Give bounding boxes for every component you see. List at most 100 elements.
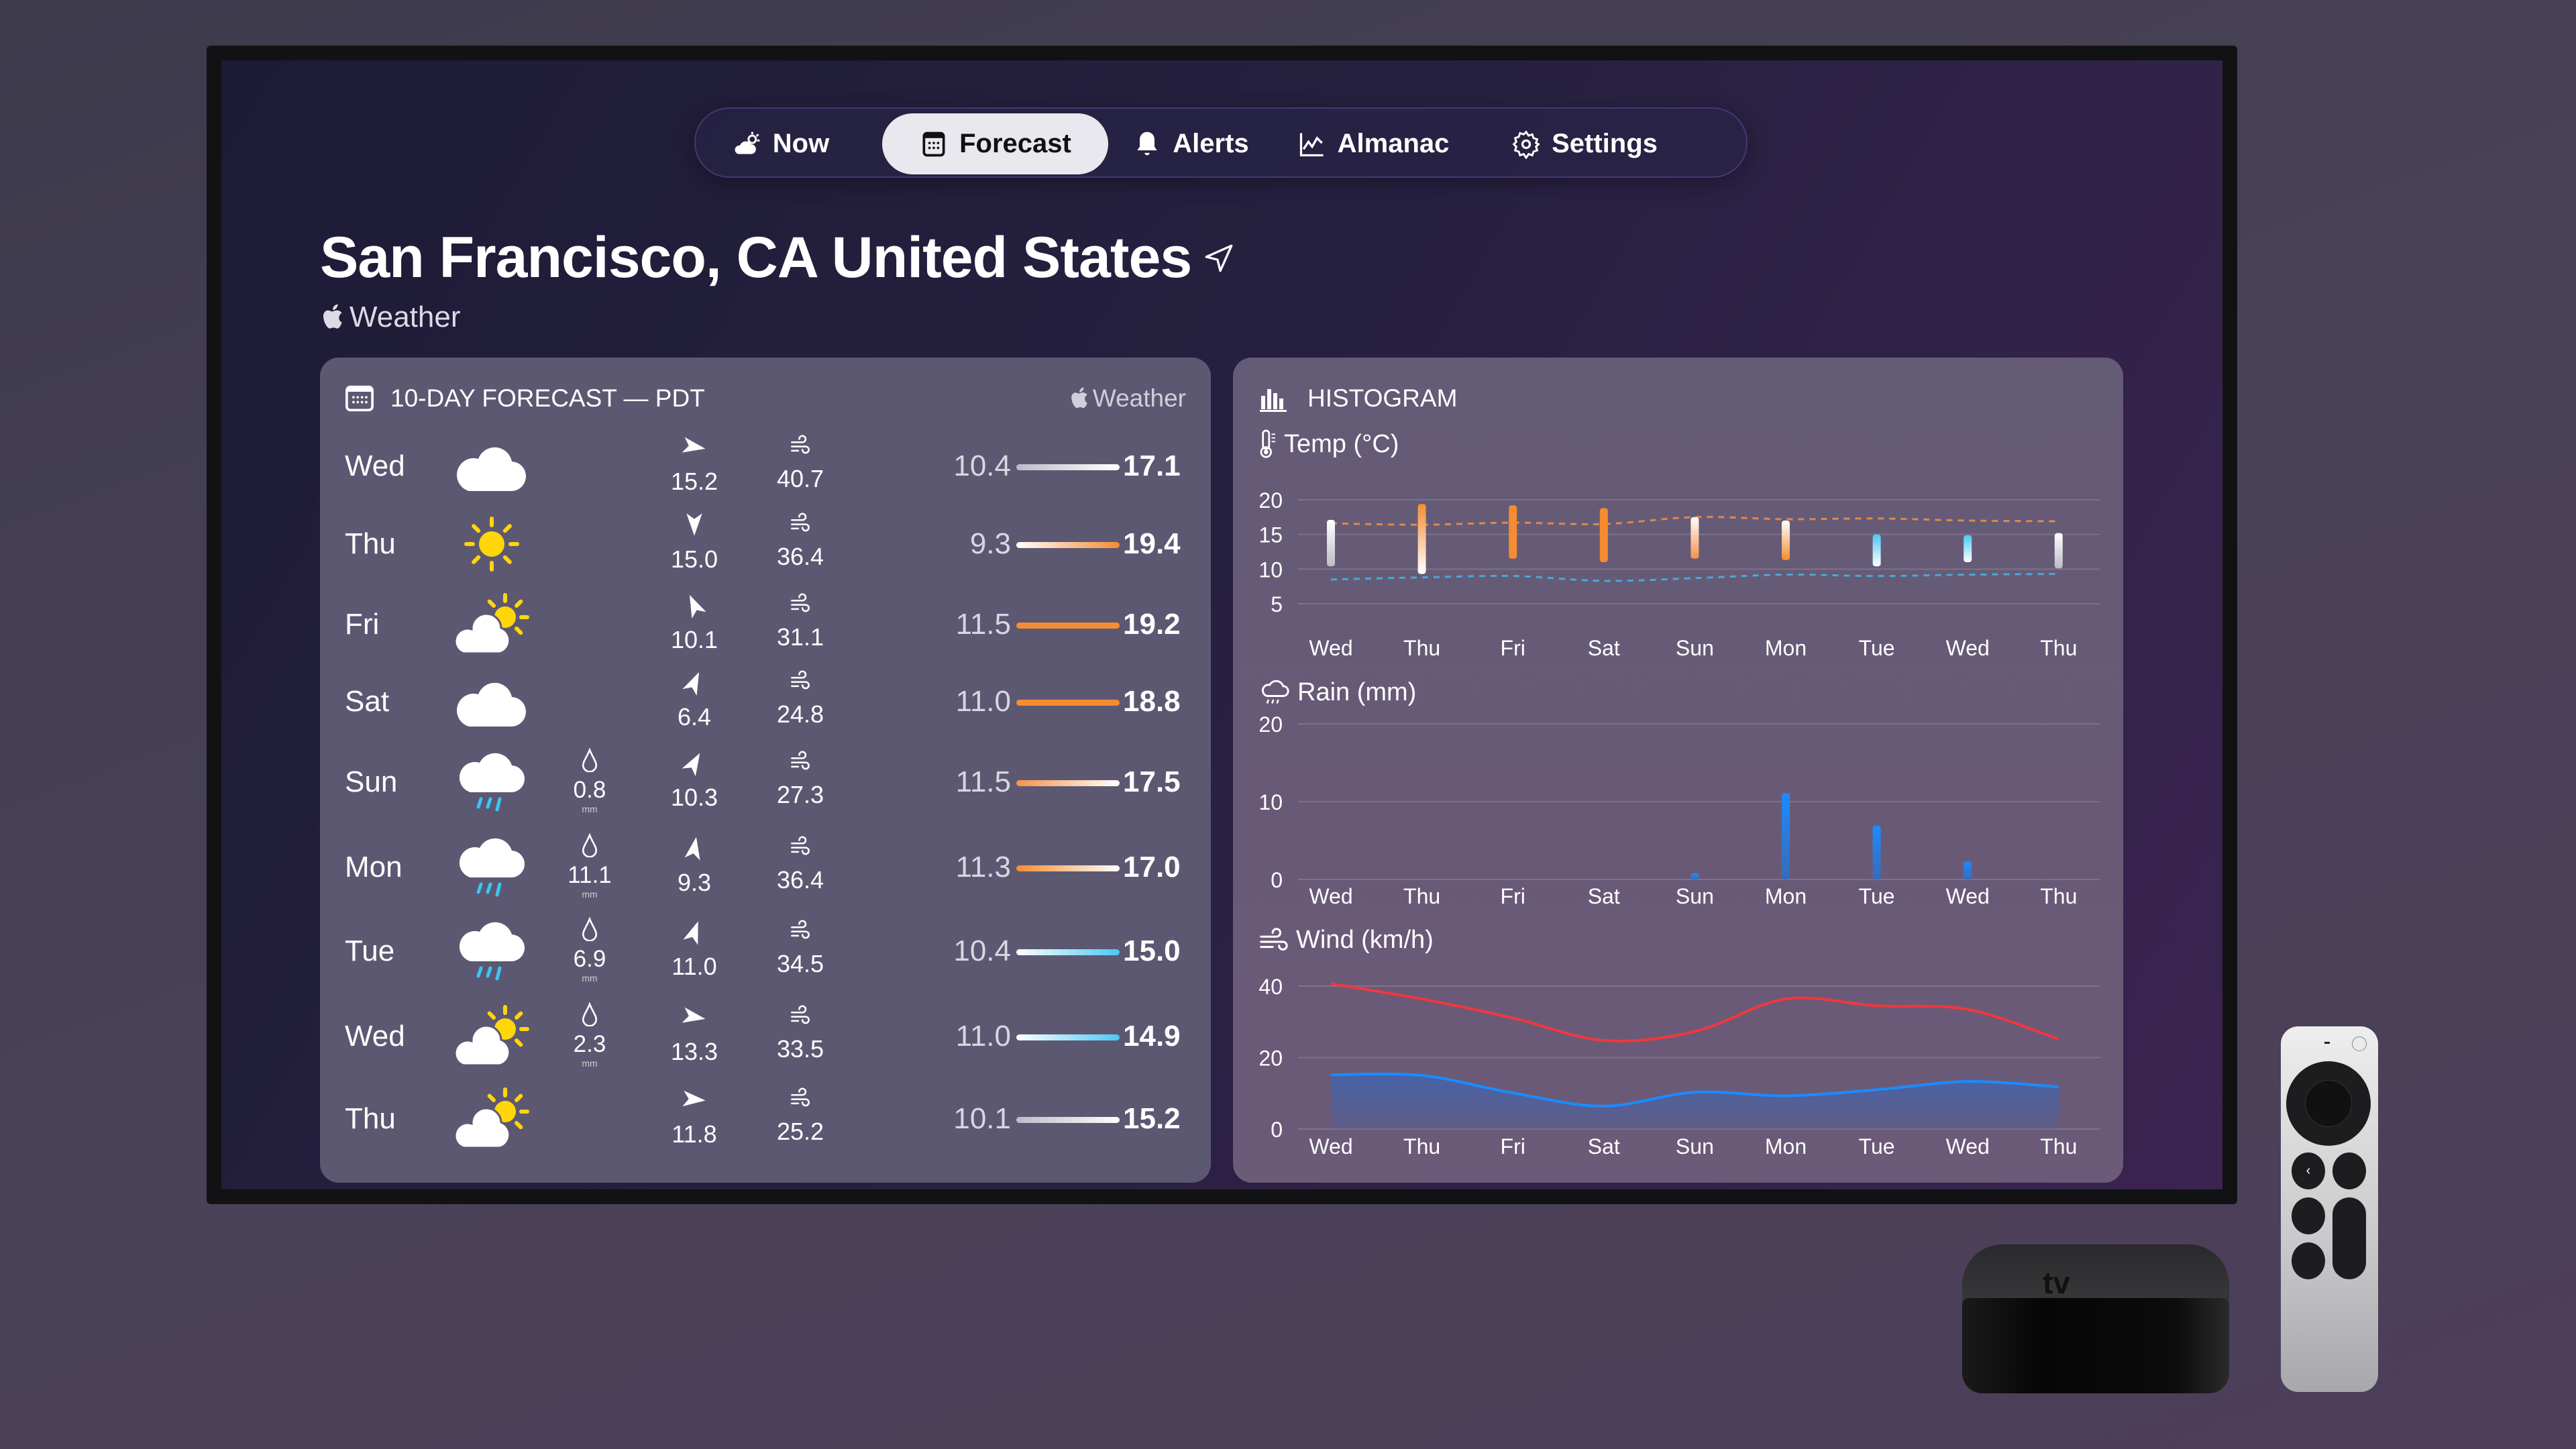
temp-bar — [1509, 505, 1517, 559]
play-pause-button[interactable] — [2292, 1197, 2325, 1234]
wind-speed: 15.0 — [661, 511, 728, 574]
mute-button[interactable] — [2292, 1242, 2325, 1279]
low-temp: 11.3 — [955, 851, 1011, 883]
wind-speed: 11.0 — [661, 918, 728, 981]
rain-unit: mm — [582, 973, 598, 983]
wind-chart-title: Wind (km/h) — [1258, 926, 1434, 955]
wind-speed: 6.4 — [661, 669, 728, 731]
rain-amount: 2.3 — [573, 1031, 606, 1057]
forecast-row[interactable]: Mon 11.1 mm 9.3 36.4 11.3 17.0 — [320, 830, 1211, 904]
apple-tv-logo: tv — [2043, 1265, 2070, 1300]
wind-icon — [791, 920, 810, 939]
volume-rocker[interactable] — [2332, 1197, 2366, 1279]
y-tick-label: 0 — [1271, 1118, 1283, 1142]
raindrop-icon — [582, 916, 598, 942]
rain-chart-title: Rain (mm) — [1258, 678, 1416, 707]
siri-remote: ‹ — [2281, 1026, 2378, 1392]
tab-settings[interactable]: Settings — [1474, 113, 1695, 174]
partly-cloudy-icon — [453, 593, 529, 655]
day-label: Sun — [345, 765, 398, 798]
calendar-icon — [345, 385, 374, 412]
tab-alerts[interactable]: Alerts — [1110, 113, 1271, 174]
tv-button[interactable] — [2332, 1152, 2366, 1189]
x-tick-label: Fri — [1501, 884, 1525, 908]
forecast-row[interactable]: Sun 0.8 mm 10.3 27.3 11.5 17.5 — [320, 745, 1211, 819]
sun-icon — [464, 517, 519, 572]
wind-area — [1331, 1073, 2059, 1129]
low-temp: 10.4 — [953, 934, 1011, 967]
forecast-row[interactable]: Thu 11.8 25.2 10.1 15.2 — [320, 1082, 1211, 1156]
tab-forecast[interactable]: Forecast — [882, 113, 1108, 174]
forecast-row[interactable]: Wed 15.2 40.7 10.4 17.1 — [320, 429, 1211, 503]
forecast-row[interactable]: Sat 6.4 24.8 11.0 18.8 — [320, 665, 1211, 739]
forecast-row[interactable]: Fri 10.1 31.1 11.5 19.2 — [320, 588, 1211, 661]
x-tick-label: Tue — [1859, 1134, 1895, 1159]
high-temp: 17.5 — [1123, 765, 1181, 798]
y-tick-label: 20 — [1258, 712, 1283, 737]
temp-range-bar — [1016, 1034, 1120, 1040]
temp-range-bar — [1016, 949, 1120, 955]
forecast-row[interactable]: Wed 2.3 mm 13.3 33.5 11.0 14.9 — [320, 1000, 1211, 1073]
wind-gust-line — [1330, 982, 2059, 1042]
back-button[interactable]: ‹ — [2292, 1152, 2325, 1189]
wind-gust: 33.5 — [767, 1004, 834, 1063]
high-temp: 18.8 — [1123, 685, 1181, 718]
day-label: Fri — [345, 608, 380, 641]
x-tick-label: Wed — [1946, 884, 1990, 908]
temp-range-bar — [1016, 464, 1120, 470]
temp-chart-title: Temp (°C) — [1258, 429, 1399, 459]
cloud-icon — [457, 447, 527, 492]
temp-range-bar — [1016, 1117, 1120, 1123]
wind-gust-value: 40.7 — [776, 465, 824, 492]
partly-cloudy-icon — [453, 1005, 529, 1067]
tab-bar: Now Forecast Alerts Almanac Settings — [694, 107, 1748, 178]
forecast-brand-name: Weather — [1092, 384, 1186, 412]
clickpad[interactable] — [2286, 1061, 2371, 1146]
wind-speed-value: 11.8 — [672, 1120, 717, 1148]
low-temp: 11.0 — [955, 685, 1011, 718]
wind-icon — [791, 836, 810, 855]
x-tick-label: Wed — [1309, 884, 1352, 908]
low-temp: 9.3 — [969, 527, 1011, 560]
location-arrow-icon[interactable] — [1202, 241, 1236, 275]
wind-speed-value: 10.3 — [670, 784, 718, 811]
temp-range-bar — [1016, 623, 1120, 629]
high-temp: 15.0 — [1123, 934, 1181, 967]
forecast-row[interactable]: Thu 15.0 36.4 9.3 19.4 — [320, 507, 1211, 581]
wind-speed: 10.3 — [661, 749, 728, 812]
y-tick-label: 0 — [1271, 868, 1283, 892]
high-temp: 19.4 — [1123, 527, 1181, 560]
wind-speed-value: 13.3 — [670, 1038, 718, 1065]
tab-label: Forecast — [959, 129, 1071, 158]
precipitation: 2.3 mm — [556, 1002, 623, 1069]
day-label: Wed — [345, 1020, 405, 1053]
wind-direction-arrow-icon — [683, 921, 698, 945]
forecast-title: 10-DAY FORECAST — PDT — [390, 384, 705, 412]
x-tick-label: Thu — [2040, 636, 2077, 660]
x-tick-label: Tue — [1859, 884, 1895, 908]
wind-direction-arrow-icon — [689, 594, 706, 619]
wind-direction-arrow-icon — [682, 753, 700, 777]
rain-chart-label: Rain (mm) — [1297, 678, 1417, 706]
precipitation: 11.1 mm — [556, 833, 623, 900]
forecast-row[interactable]: Tue 6.9 mm 11.0 34.5 10.4 15.0 — [320, 914, 1211, 988]
temp-range-bar — [1016, 542, 1120, 548]
wind-gust: 25.2 — [767, 1086, 834, 1146]
tab-now[interactable]: Now — [704, 113, 858, 174]
day-label: Sat — [345, 685, 390, 718]
tab-almanac[interactable]: Almanac — [1273, 113, 1474, 174]
wind-speed: 10.1 — [661, 592, 728, 654]
low-temp: 11.0 — [955, 1020, 1011, 1053]
low-temp: 10.1 — [953, 1102, 1011, 1135]
temp-range-bar — [1016, 700, 1120, 706]
x-tick-label: Fri — [1501, 1134, 1525, 1159]
day-label: Mon — [345, 851, 402, 883]
power-button[interactable] — [2352, 1036, 2367, 1051]
wind-speed: 9.3 — [661, 835, 728, 897]
histogram-header: HISTOGRAM — [1258, 384, 1457, 413]
temp-bar — [1327, 519, 1335, 567]
day-label: Thu — [345, 1102, 396, 1135]
temp-bar — [1964, 535, 1972, 562]
wind-speed-value: 9.3 — [677, 869, 712, 896]
